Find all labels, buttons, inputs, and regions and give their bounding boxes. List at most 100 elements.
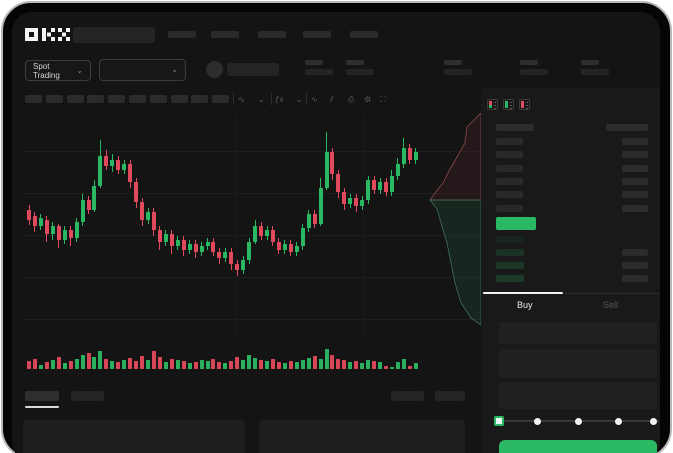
- interval-button-placeholder[interactable]: [45, 95, 63, 103]
- volume-bar: [44, 362, 49, 369]
- volume-bar: [62, 363, 67, 369]
- pair-ticker-placeholder[interactable]: [73, 27, 155, 43]
- candle: [354, 198, 359, 206]
- volume-bar: [128, 358, 133, 369]
- volume-bar: [92, 357, 97, 369]
- candle: [193, 244, 198, 252]
- candle: [318, 188, 323, 224]
- candle: [336, 174, 341, 192]
- stat-label-placeholder: [305, 60, 323, 65]
- bottom-right-control-placeholder[interactable]: [435, 391, 465, 401]
- book-bids-icon[interactable]: [503, 99, 514, 110]
- volume-bar: [98, 351, 103, 369]
- slider-stop[interactable]: [575, 418, 582, 425]
- volume-bar: [38, 365, 43, 369]
- candle: [205, 242, 210, 246]
- interval-button-placeholder[interactable]: [25, 95, 42, 103]
- volume-bar: [407, 366, 412, 369]
- volume-bar: [80, 355, 85, 369]
- candlestick-chart[interactable]: [23, 113, 481, 339]
- interval-button-placeholder[interactable]: [170, 95, 188, 103]
- nav-item-placeholder[interactable]: [211, 31, 239, 38]
- candle: [312, 214, 317, 224]
- interval-button-placeholder[interactable]: [212, 95, 230, 103]
- ask-row-amount: [622, 138, 648, 145]
- interval-button-placeholder[interactable]: [191, 95, 209, 103]
- ask-row-price: [496, 151, 523, 159]
- price-field-placeholder[interactable]: [499, 349, 657, 378]
- nav-item-placeholder[interactable]: [168, 31, 196, 38]
- interval-button-placeholder[interactable]: [108, 95, 126, 103]
- settings-icon[interactable]: ⚙: [364, 95, 372, 104]
- nav-item-placeholder[interactable]: [303, 31, 331, 38]
- gridline-h: [23, 277, 481, 278]
- candle: [140, 202, 145, 220]
- gridline-h: [23, 235, 481, 236]
- book-both-icon[interactable]: [487, 99, 498, 110]
- interval-button-placeholder[interactable]: [129, 95, 146, 103]
- line-type-icon[interactable]: ∿: [311, 95, 318, 104]
- nav-item-placeholder[interactable]: [350, 31, 378, 38]
- volume-bar: [32, 359, 37, 369]
- tabbar-divider: [481, 293, 660, 294]
- candle: [110, 160, 115, 166]
- buy-submit-button[interactable]: [499, 440, 657, 453]
- interval-button-placeholder[interactable]: [87, 95, 105, 103]
- draw-tool-icon[interactable]: ⫽: [330, 95, 334, 104]
- pair-select-dropdown[interactable]: ⌄: [99, 59, 186, 81]
- interval-button-placeholder[interactable]: [66, 95, 84, 103]
- chevron-down-icon[interactable]: ⌄: [258, 95, 265, 104]
- volume-bar: [169, 359, 174, 369]
- bottom-tab-active-placeholder[interactable]: [25, 391, 59, 401]
- market-type-dropdown[interactable]: Spot Trading ⌄: [25, 60, 91, 81]
- toolbar-divider: [233, 93, 234, 105]
- slider-handle[interactable]: [494, 416, 504, 426]
- book-header-amount: [606, 124, 648, 131]
- tab-buy[interactable]: Buy: [517, 300, 533, 310]
- candle: [146, 212, 150, 220]
- tab-sell[interactable]: Sell: [603, 300, 619, 310]
- candle: [74, 222, 79, 238]
- candle: [163, 234, 168, 242]
- chevron-down-icon[interactable]: ⌄: [296, 95, 303, 104]
- candle: [187, 244, 192, 250]
- volume-bar: [384, 366, 388, 369]
- volume-bar: [306, 358, 311, 369]
- volume-bar: [217, 362, 222, 369]
- candle: [38, 218, 43, 226]
- candle-style-icon[interactable]: ∿: [238, 95, 245, 104]
- candle: [270, 230, 275, 242]
- volume-bar: [205, 361, 210, 369]
- fullscreen-icon[interactable]: ⛶: [380, 95, 386, 104]
- book-asks-icon[interactable]: [519, 99, 530, 110]
- candle: [259, 226, 264, 236]
- screenshot-icon[interactable]: ⎙: [348, 95, 355, 104]
- toolbar-divider: [306, 93, 307, 105]
- last-price-highlight[interactable]: [496, 217, 536, 230]
- order-type-field-placeholder[interactable]: [499, 322, 657, 344]
- active-tab-indicator: [483, 292, 563, 294]
- candle: [151, 212, 156, 230]
- bottom-right-control-placeholder[interactable]: [391, 391, 424, 401]
- candle: [395, 164, 400, 176]
- bottom-tab-placeholder[interactable]: [71, 391, 104, 401]
- chevron-down-icon: ⌄: [76, 65, 83, 75]
- stat-value-placeholder: [305, 69, 333, 75]
- amount-field-placeholder[interactable]: [499, 382, 657, 409]
- gridline-v: [363, 113, 364, 339]
- interval-button-placeholder[interactable]: [149, 95, 167, 103]
- candle: [401, 148, 406, 164]
- indicators-icon[interactable]: ƒx: [275, 95, 284, 104]
- volume-bar: [401, 359, 406, 369]
- candle: [265, 230, 269, 236]
- volume-bar: [110, 361, 115, 369]
- volume-bar: [122, 360, 127, 369]
- gridline-h: [23, 319, 481, 320]
- stat-value-placeholder: [581, 69, 609, 75]
- volume-bar: [116, 362, 121, 369]
- nav-item-placeholder[interactable]: [258, 31, 286, 38]
- slider-stop[interactable]: [650, 418, 657, 425]
- slider-stop[interactable]: [534, 418, 541, 425]
- volume-bar: [395, 362, 400, 369]
- slider-stop[interactable]: [615, 418, 622, 425]
